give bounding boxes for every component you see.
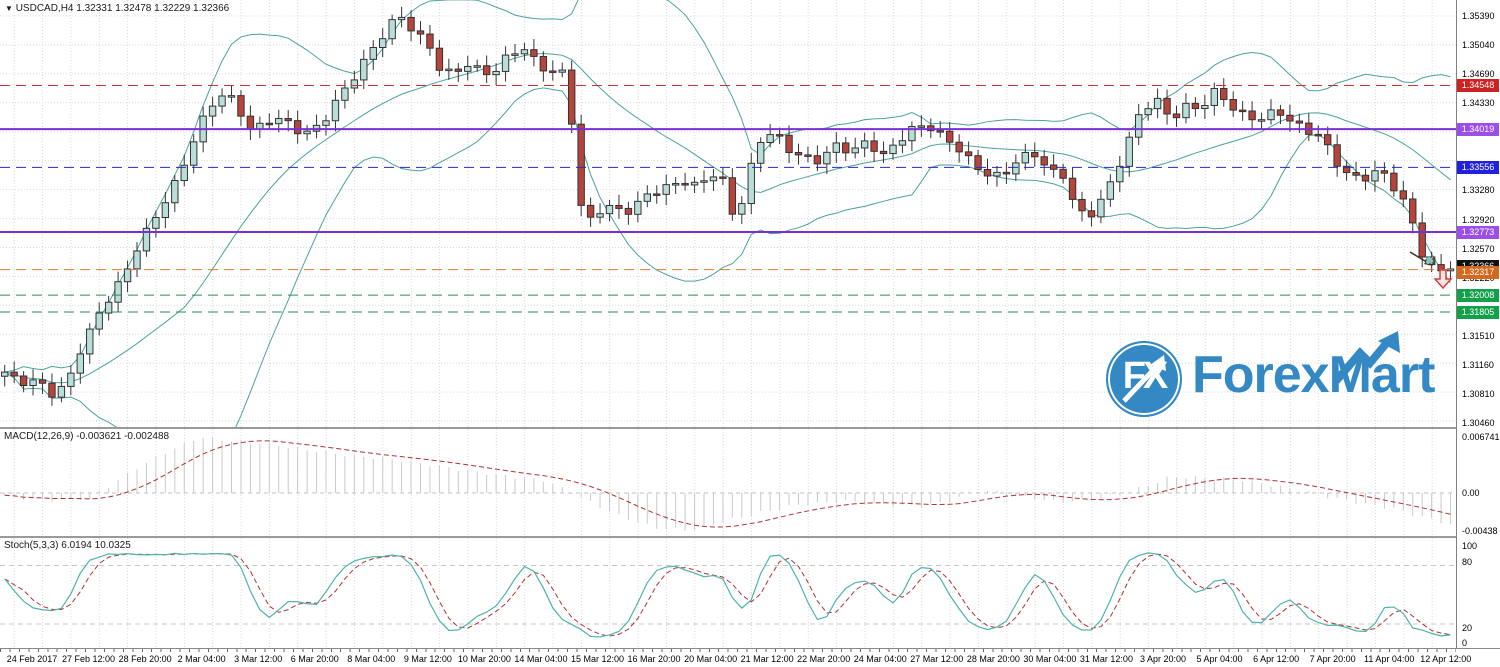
ohlc-values: 1.32331 1.32478 1.32229 1.32366 — [76, 3, 230, 14]
price-level-badge: 1.34548 — [1457, 78, 1499, 92]
symbol-dropdown-icon[interactable]: ▼ — [5, 4, 13, 13]
price-axis-label: 1.32920 — [1462, 215, 1495, 225]
price-axis-label: 1.34690 — [1462, 69, 1495, 79]
time-axis-label: 24 Mar 04:00 — [853, 654, 907, 664]
price-level-badge: 1.32317 — [1457, 265, 1499, 279]
time-axis-label: 21 Mar 12:00 — [740, 654, 794, 664]
time-axis-label: 3 Apr 20:00 — [1139, 654, 1187, 664]
time-axis-label: 11 Apr 04:00 — [1364, 654, 1415, 664]
main-price-chart[interactable] — [0, 0, 1456, 427]
time-axis-label: 15 Mar 12:00 — [570, 654, 625, 664]
macd-axis-label: -0.00438 — [1462, 526, 1498, 536]
chart-title: ▼ USDCAD,H4 1.32331 1.32478 1.32229 1.32… — [5, 3, 229, 14]
time-axis-label: 6 Apr 12:00 — [1253, 654, 1300, 664]
stoch-axis-label: 100 — [1462, 541, 1478, 551]
time-axis[interactable]: 24 Feb 2017 27 Feb 12:00 28 Feb 20:00 2 Mar… — [0, 648, 1500, 667]
macd-indicator-pane[interactable] — [0, 429, 1456, 536]
stoch-axis-label: 0 — [1462, 638, 1468, 648]
time-axis-label: 9 Mar 12:00 — [403, 654, 452, 664]
stoch-values: 6.0194 10.0325 — [61, 540, 131, 551]
time-axis-label: 12 Apr 12:00 — [1420, 654, 1472, 664]
time-axis-label: 24 Feb 2017 — [6, 654, 58, 664]
price-axis-label: 1.31160 — [1462, 360, 1494, 370]
symbol-label: USDCAD,H4 — [15, 3, 74, 14]
pane-separator[interactable] — [0, 427, 1500, 429]
price-axis-label: 1.35390 — [1462, 11, 1495, 21]
time-axis-label: 27 Feb 12:00 — [62, 654, 116, 664]
price-axis-label: 1.35040 — [1462, 40, 1495, 50]
time-axis-label: 5 Apr 04:00 — [1196, 654, 1243, 664]
time-axis-label: 28 Feb 20:00 — [118, 654, 172, 664]
time-axis-label: 7 Apr 20:00 — [1309, 654, 1356, 664]
price-axis-label: 1.34330 — [1462, 98, 1495, 108]
price-level-badge: 1.33556 — [1457, 160, 1499, 174]
macd-label: MACD(12,26,9) -0.003621 -0.002488 — [4, 431, 169, 442]
time-axis-label: 2 Mar 04:00 — [177, 654, 226, 664]
macd-axis-label: 0.00 — [1462, 488, 1480, 498]
stochastic-indicator-pane[interactable] — [0, 538, 1456, 647]
time-axis-label: 31 Mar 12:00 — [1079, 654, 1133, 664]
forexmart-logo-circle — [1106, 341, 1182, 417]
logo-fx-arrow-icon — [1122, 355, 1166, 403]
price-axis-label: 1.32570 — [1462, 244, 1495, 254]
time-axis-label: 30 Mar 04:00 — [1023, 654, 1077, 664]
time-axis-label: 3 Mar 12:00 — [234, 654, 283, 664]
price-level-badge: 1.31805 — [1457, 305, 1499, 319]
time-axis-ticks — [0, 649, 1456, 652]
price-level-badge: 1.32008 — [1457, 288, 1499, 302]
price-axis[interactable] — [1456, 0, 1500, 648]
time-axis-label: 16 Mar 20:00 — [627, 654, 681, 664]
time-axis-label: 6 Mar 20:00 — [290, 654, 339, 664]
macd-name: MACD(12,26,9) — [4, 431, 74, 442]
pane-separator[interactable] — [0, 536, 1500, 538]
price-axis-label: 1.30460 — [1462, 418, 1495, 428]
logo-word-arrow-icon — [1332, 331, 1400, 384]
price-axis-label: 1.33280 — [1462, 185, 1495, 195]
price-axis-label: 1.30810 — [1462, 389, 1495, 399]
time-axis-label: 14 Mar 04:00 — [514, 654, 568, 664]
time-axis-label: 22 Mar 20:00 — [797, 654, 851, 664]
time-axis-label: 10 Mar 20:00 — [457, 654, 511, 664]
price-axis-label: 1.31510 — [1462, 331, 1495, 341]
stoch-name: Stoch(5,3,3) — [4, 540, 59, 551]
stoch-axis-label: 20 — [1462, 623, 1473, 633]
time-axis-label: 20 Mar 04:00 — [684, 654, 738, 664]
stoch-axis-label: 80 — [1462, 557, 1473, 567]
price-level-badge: 1.34019 — [1457, 122, 1499, 136]
stoch-label: Stoch(5,3,3) 6.0194 10.0325 — [4, 540, 131, 551]
time-axis-label: 28 Mar 20:00 — [966, 654, 1020, 664]
time-axis-label: 8 Mar 04:00 — [347, 654, 396, 664]
price-level-badge: 1.32773 — [1457, 225, 1499, 239]
macd-values: -0.003621 -0.002488 — [76, 431, 170, 442]
time-axis-label: 27 Mar 12:00 — [910, 654, 964, 664]
forexmart-logo: FX ForexMart — [1106, 331, 1451, 419]
macd-axis-label: 0.006741 — [1462, 432, 1500, 442]
